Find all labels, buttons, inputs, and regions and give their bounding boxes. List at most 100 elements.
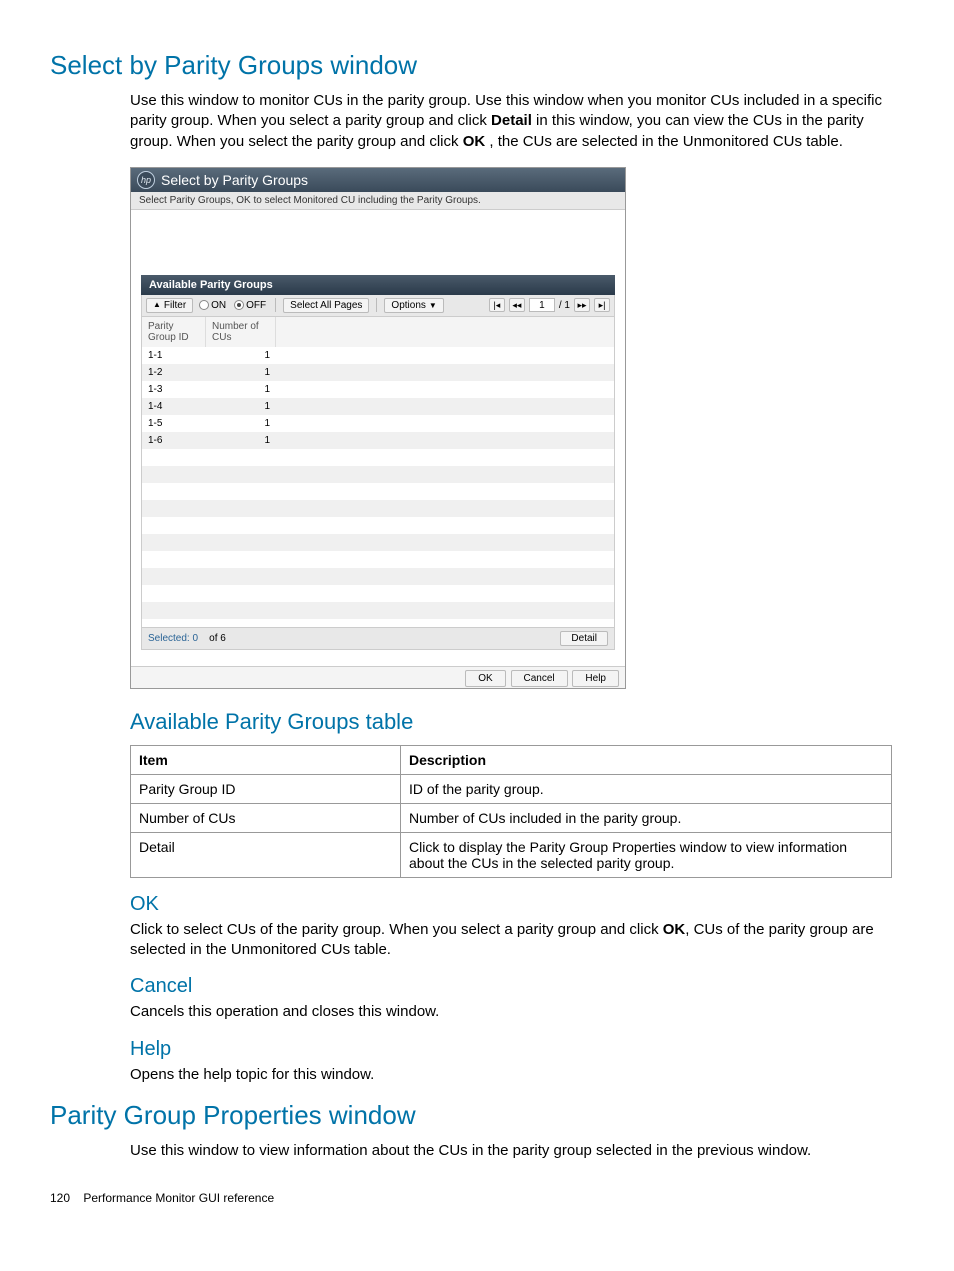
cell-description: ID of the parity group.: [401, 774, 892, 803]
on-label: ON: [211, 300, 226, 311]
table-row[interactable]: 1-61: [142, 432, 614, 449]
table-row-empty: [142, 585, 614, 602]
cell-number-of-cus: 1: [206, 435, 276, 446]
select-all-button[interactable]: Select All Pages: [283, 298, 369, 313]
grid-header-row: Parity Group ID Number of CUs: [142, 317, 614, 347]
cell-number-of-cus: 1: [206, 350, 276, 361]
ok-button[interactable]: OK: [465, 670, 505, 687]
window-body: Available Parity Groups ▲Filter ON OFF S…: [131, 210, 625, 660]
table-row[interactable]: 1-31: [142, 381, 614, 398]
chevron-up-icon: ▲: [153, 301, 161, 309]
definitions-table: Item Description Parity Group IDID of th…: [130, 745, 892, 878]
grid-body: 1-111-211-311-411-511-61: [142, 347, 614, 627]
table-row-empty: [142, 483, 614, 500]
help-button[interactable]: Help: [572, 670, 619, 687]
page-title-2: Parity Group Properties window: [50, 1100, 904, 1131]
table-row-empty: [142, 534, 614, 551]
ok-heading: OK: [130, 893, 904, 916]
bold-ok: OK: [663, 921, 686, 938]
cell-number-of-cus: 1: [206, 401, 276, 412]
bold-ok: OK: [463, 133, 486, 150]
ok-paragraph: Click to select CUs of the parity group.…: [130, 920, 904, 961]
grid-footer: Selected: 0 of 6 Detail: [141, 628, 615, 650]
text: , the CUs are selected in the Unmonitore…: [485, 133, 843, 150]
table-row-empty: [142, 551, 614, 568]
pager-last-button[interactable]: ▸|: [594, 298, 610, 312]
table-row-empty: [142, 568, 614, 585]
section-header: Available Parity Groups: [141, 275, 615, 295]
table-row-empty: [142, 449, 614, 466]
pager-prev-button[interactable]: ◂◂: [509, 298, 525, 312]
pager-total: / 1: [559, 300, 570, 311]
window-title-bar: hp Select by Parity Groups: [131, 168, 625, 192]
cell-description: Number of CUs included in the parity gro…: [401, 803, 892, 832]
pager-current[interactable]: 1: [529, 298, 555, 312]
th-description: Description: [401, 745, 892, 774]
table-row: Parity Group IDID of the parity group.: [131, 774, 892, 803]
table-row[interactable]: 1-41: [142, 398, 614, 415]
cell-item: Detail: [131, 832, 401, 877]
separator: [275, 298, 276, 312]
table-row-empty: [142, 466, 614, 483]
app-window: hp Select by Parity Groups Select Parity…: [130, 167, 626, 689]
cancel-paragraph: Cancels this operation and closes this w…: [130, 1002, 904, 1022]
cell-parity-group-id: 1-1: [142, 350, 206, 361]
filter-button[interactable]: ▲Filter: [146, 298, 193, 313]
bold-detail: Detail: [491, 112, 532, 129]
intro-paragraph: Use this window to monitor CUs in the pa…: [130, 91, 904, 152]
cancel-button[interactable]: Cancel: [511, 670, 568, 687]
cell-parity-group-id: 1-3: [142, 384, 206, 395]
cell-parity-group-id: 1-5: [142, 418, 206, 429]
screenshot-embed: hp Select by Parity Groups Select Parity…: [130, 167, 904, 689]
table-row[interactable]: 1-51: [142, 415, 614, 432]
page-footer: 120 Performance Monitor GUI reference: [50, 1191, 904, 1205]
help-paragraph: Opens the help topic for this window.: [130, 1065, 904, 1085]
help-heading: Help: [130, 1038, 904, 1061]
table-row: DetailClick to display the Parity Group …: [131, 832, 892, 877]
table-row-empty: [142, 500, 614, 517]
paragraph-2: Use this window to view information abou…: [130, 1141, 904, 1161]
hp-logo-icon: hp: [137, 171, 155, 189]
of-label: of: [209, 633, 217, 644]
separator: [376, 298, 377, 312]
col-number-of-cus[interactable]: Number of CUs: [206, 317, 276, 347]
cell-item: Parity Group ID: [131, 774, 401, 803]
cell-parity-group-id: 1-2: [142, 367, 206, 378]
off-label: OFF: [246, 300, 266, 311]
table-row: Number of CUsNumber of CUs included in t…: [131, 803, 892, 832]
table-row[interactable]: 1-21: [142, 364, 614, 381]
detail-button[interactable]: Detail: [560, 631, 608, 646]
options-label: Options: [391, 300, 425, 311]
cell-number-of-cus: 1: [206, 384, 276, 395]
selected-label: Selected:: [148, 633, 190, 644]
page-title: Select by Parity Groups window: [50, 50, 904, 81]
subsection-title: Available Parity Groups table: [130, 709, 904, 735]
cell-number-of-cus: 1: [206, 418, 276, 429]
cancel-heading: Cancel: [130, 975, 904, 998]
filter-off-radio[interactable]: OFF: [234, 300, 266, 311]
cell-item: Number of CUs: [131, 803, 401, 832]
data-grid: Parity Group ID Number of CUs 1-111-211-…: [141, 317, 615, 628]
options-button[interactable]: Options ▼: [384, 298, 443, 313]
filter-label: Filter: [164, 300, 186, 311]
window-subtitle: Select Parity Groups, OK to select Monit…: [131, 192, 625, 210]
table-row-empty: [142, 602, 614, 619]
footer-label: Performance Monitor GUI reference: [83, 1191, 274, 1205]
text: Click to select CUs of the parity group.…: [130, 921, 663, 938]
cell-parity-group-id: 1-6: [142, 435, 206, 446]
col-parity-group-id[interactable]: Parity Group ID: [142, 317, 206, 347]
pager-next-button[interactable]: ▸▸: [574, 298, 590, 312]
page-number: 120: [50, 1191, 70, 1205]
table-row[interactable]: 1-11: [142, 347, 614, 364]
dialog-footer: OK Cancel Help: [131, 666, 625, 688]
cell-description: Click to display the Parity Group Proper…: [401, 832, 892, 877]
total-count: 6: [220, 633, 226, 644]
window-title: Select by Parity Groups: [161, 172, 308, 188]
cell-number-of-cus: 1: [206, 367, 276, 378]
filter-on-radio[interactable]: ON: [199, 300, 226, 311]
pager-first-button[interactable]: |◂: [489, 298, 505, 312]
toolbar: ▲Filter ON OFF Select All Pages Options …: [141, 295, 615, 317]
table-row-empty: [142, 517, 614, 534]
selected-count: 0: [192, 633, 198, 644]
cell-parity-group-id: 1-4: [142, 401, 206, 412]
